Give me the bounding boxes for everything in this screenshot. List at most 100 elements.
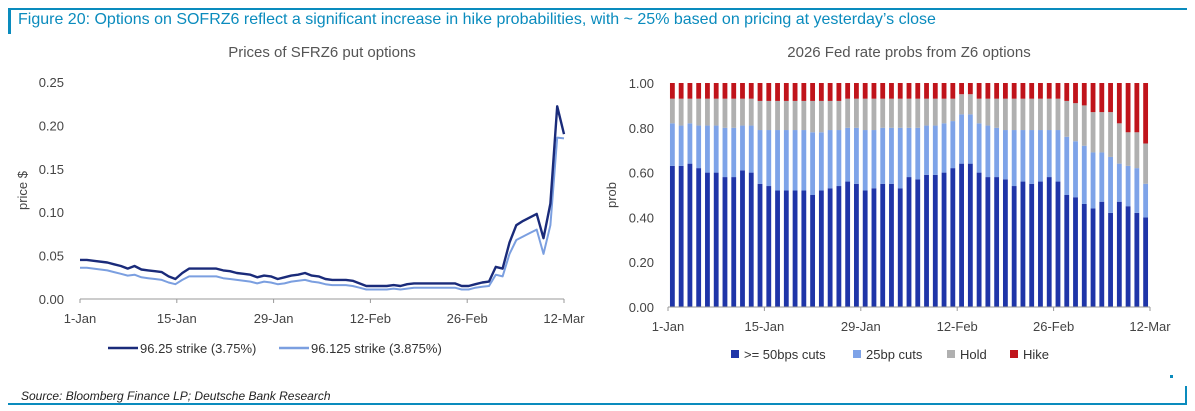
- bar-segment-1: [915, 127, 921, 180]
- bar-segment-0: [1116, 201, 1122, 307]
- bar-segment-1: [740, 125, 745, 171]
- legend-label: 96.25 strike (3.75%): [140, 341, 256, 356]
- bar-segment-2: [678, 98, 684, 126]
- bar-segment-1: [1038, 130, 1043, 182]
- bar-segment-1: [906, 127, 912, 178]
- bar-segment-2: [669, 98, 675, 124]
- bar-segment-0: [1125, 206, 1131, 307]
- x-tick-label: 15-Jan: [157, 311, 197, 326]
- bar-segment-1: [941, 123, 947, 173]
- bar-segment-2: [748, 98, 754, 126]
- bar-segment-2: [827, 100, 833, 131]
- bar-segment-2: [967, 94, 973, 115]
- bar-segment-3: [924, 83, 929, 99]
- bar-segment-0: [1020, 181, 1026, 307]
- bar-segment-3: [1002, 83, 1008, 99]
- bar-segment-1: [748, 125, 754, 173]
- bar-segment-0: [757, 183, 763, 307]
- bar-segment-1: [1134, 168, 1140, 213]
- bar-segment-3: [1038, 83, 1043, 99]
- bar-segment-3: [845, 83, 851, 99]
- bar-segment-0: [915, 179, 921, 307]
- figure-title: Figure 20: Options on SOFRZ6 reflect a s…: [18, 11, 936, 28]
- bar-segment-0: [1108, 212, 1113, 307]
- bar-segment-3: [766, 83, 772, 101]
- bar-segment-2: [1055, 98, 1061, 131]
- bar-segment-2: [757, 100, 763, 131]
- bar-segment-3: [897, 83, 903, 99]
- bar-segment-2: [985, 98, 991, 126]
- bar-segment-2: [722, 98, 728, 128]
- bar-segment-2: [950, 98, 956, 122]
- bar-segment-0: [801, 190, 807, 307]
- bar-segment-0: [740, 170, 745, 307]
- legend-swatch: [731, 350, 739, 358]
- bar-segment-3: [713, 83, 719, 99]
- bar-segment-2: [801, 100, 807, 131]
- bar-segment-1: [801, 130, 807, 191]
- bar-segment-3: [801, 83, 807, 101]
- bar-segment-1: [967, 114, 973, 164]
- bar-segment-2: [1116, 123, 1122, 164]
- bar-segment-2: [705, 98, 710, 126]
- bar-segment-0: [1029, 183, 1035, 307]
- bar-segment-3: [1011, 83, 1017, 99]
- bar-segment-0: [924, 174, 929, 307]
- bar-segment-3: [854, 83, 859, 99]
- chart-title: Prices of SFRZ6 put options: [228, 44, 416, 61]
- bar-segment-3: [1055, 83, 1061, 99]
- y-tick-label: 0.20: [39, 118, 64, 133]
- bar-segment-0: [1038, 181, 1043, 307]
- bar-segment-3: [748, 83, 754, 99]
- bar-segment-2: [792, 100, 798, 131]
- bar-segment-1: [1064, 136, 1070, 195]
- bar-segment-1: [1143, 183, 1149, 218]
- bar-segment-1: [713, 125, 719, 173]
- bar-segment-3: [1020, 83, 1026, 99]
- bar-segment-2: [775, 100, 780, 131]
- figure-frame-top: [8, 8, 1187, 10]
- x-tick-label: 1-Jan: [652, 319, 685, 334]
- y-tick-label: 0.25: [39, 75, 64, 90]
- bar-segment-2: [854, 98, 859, 128]
- bar-segment-2: [880, 98, 886, 128]
- bar-segment-3: [906, 83, 912, 99]
- bar-segment-2: [810, 100, 816, 133]
- bar-segment-3: [1125, 83, 1131, 133]
- bar-segment-1: [669, 123, 675, 166]
- bar-segment-1: [775, 130, 780, 191]
- x-tick-label: 12-Feb: [937, 319, 978, 334]
- bar-segment-0: [932, 174, 938, 307]
- bar-segment-2: [897, 98, 903, 128]
- bar-segment-2: [1143, 143, 1149, 184]
- y-tick-label: 0.60: [629, 166, 654, 181]
- figure-frame-right: [1185, 386, 1187, 405]
- x-tick-label: 12-Mar: [1129, 319, 1171, 334]
- x-tick-label: 29-Jan: [841, 319, 881, 334]
- bar-segment-3: [827, 83, 833, 101]
- bar-segment-2: [1011, 98, 1017, 131]
- bar-segment-1: [932, 125, 938, 175]
- bar-segment-2: [766, 100, 772, 131]
- bar-segment-2: [976, 98, 982, 124]
- bar-segment-1: [757, 130, 763, 184]
- bar-segment-2: [687, 98, 693, 124]
- bar-segment-2: [1002, 98, 1008, 131]
- bar-segment-0: [906, 177, 912, 307]
- bar-segment-1: [897, 127, 903, 189]
- bar-segment-3: [775, 83, 780, 101]
- bar-segment-3: [985, 83, 991, 99]
- bar-segment-0: [687, 163, 693, 307]
- bar-segment-3: [889, 83, 894, 99]
- legend-label: 25bp cuts: [866, 347, 923, 362]
- bar-segment-0: [1002, 179, 1008, 307]
- bar-segment-0: [1011, 186, 1017, 307]
- x-tick-label: 1-Jan: [64, 311, 97, 326]
- bar-segment-2: [836, 100, 842, 131]
- bar-segment-3: [871, 83, 877, 99]
- bar-segment-1: [1002, 130, 1008, 180]
- bar-segment-0: [854, 183, 859, 307]
- bar-segment-2: [994, 98, 1000, 128]
- bar-segment-0: [967, 163, 973, 307]
- y-tick-label: 0.05: [39, 249, 64, 264]
